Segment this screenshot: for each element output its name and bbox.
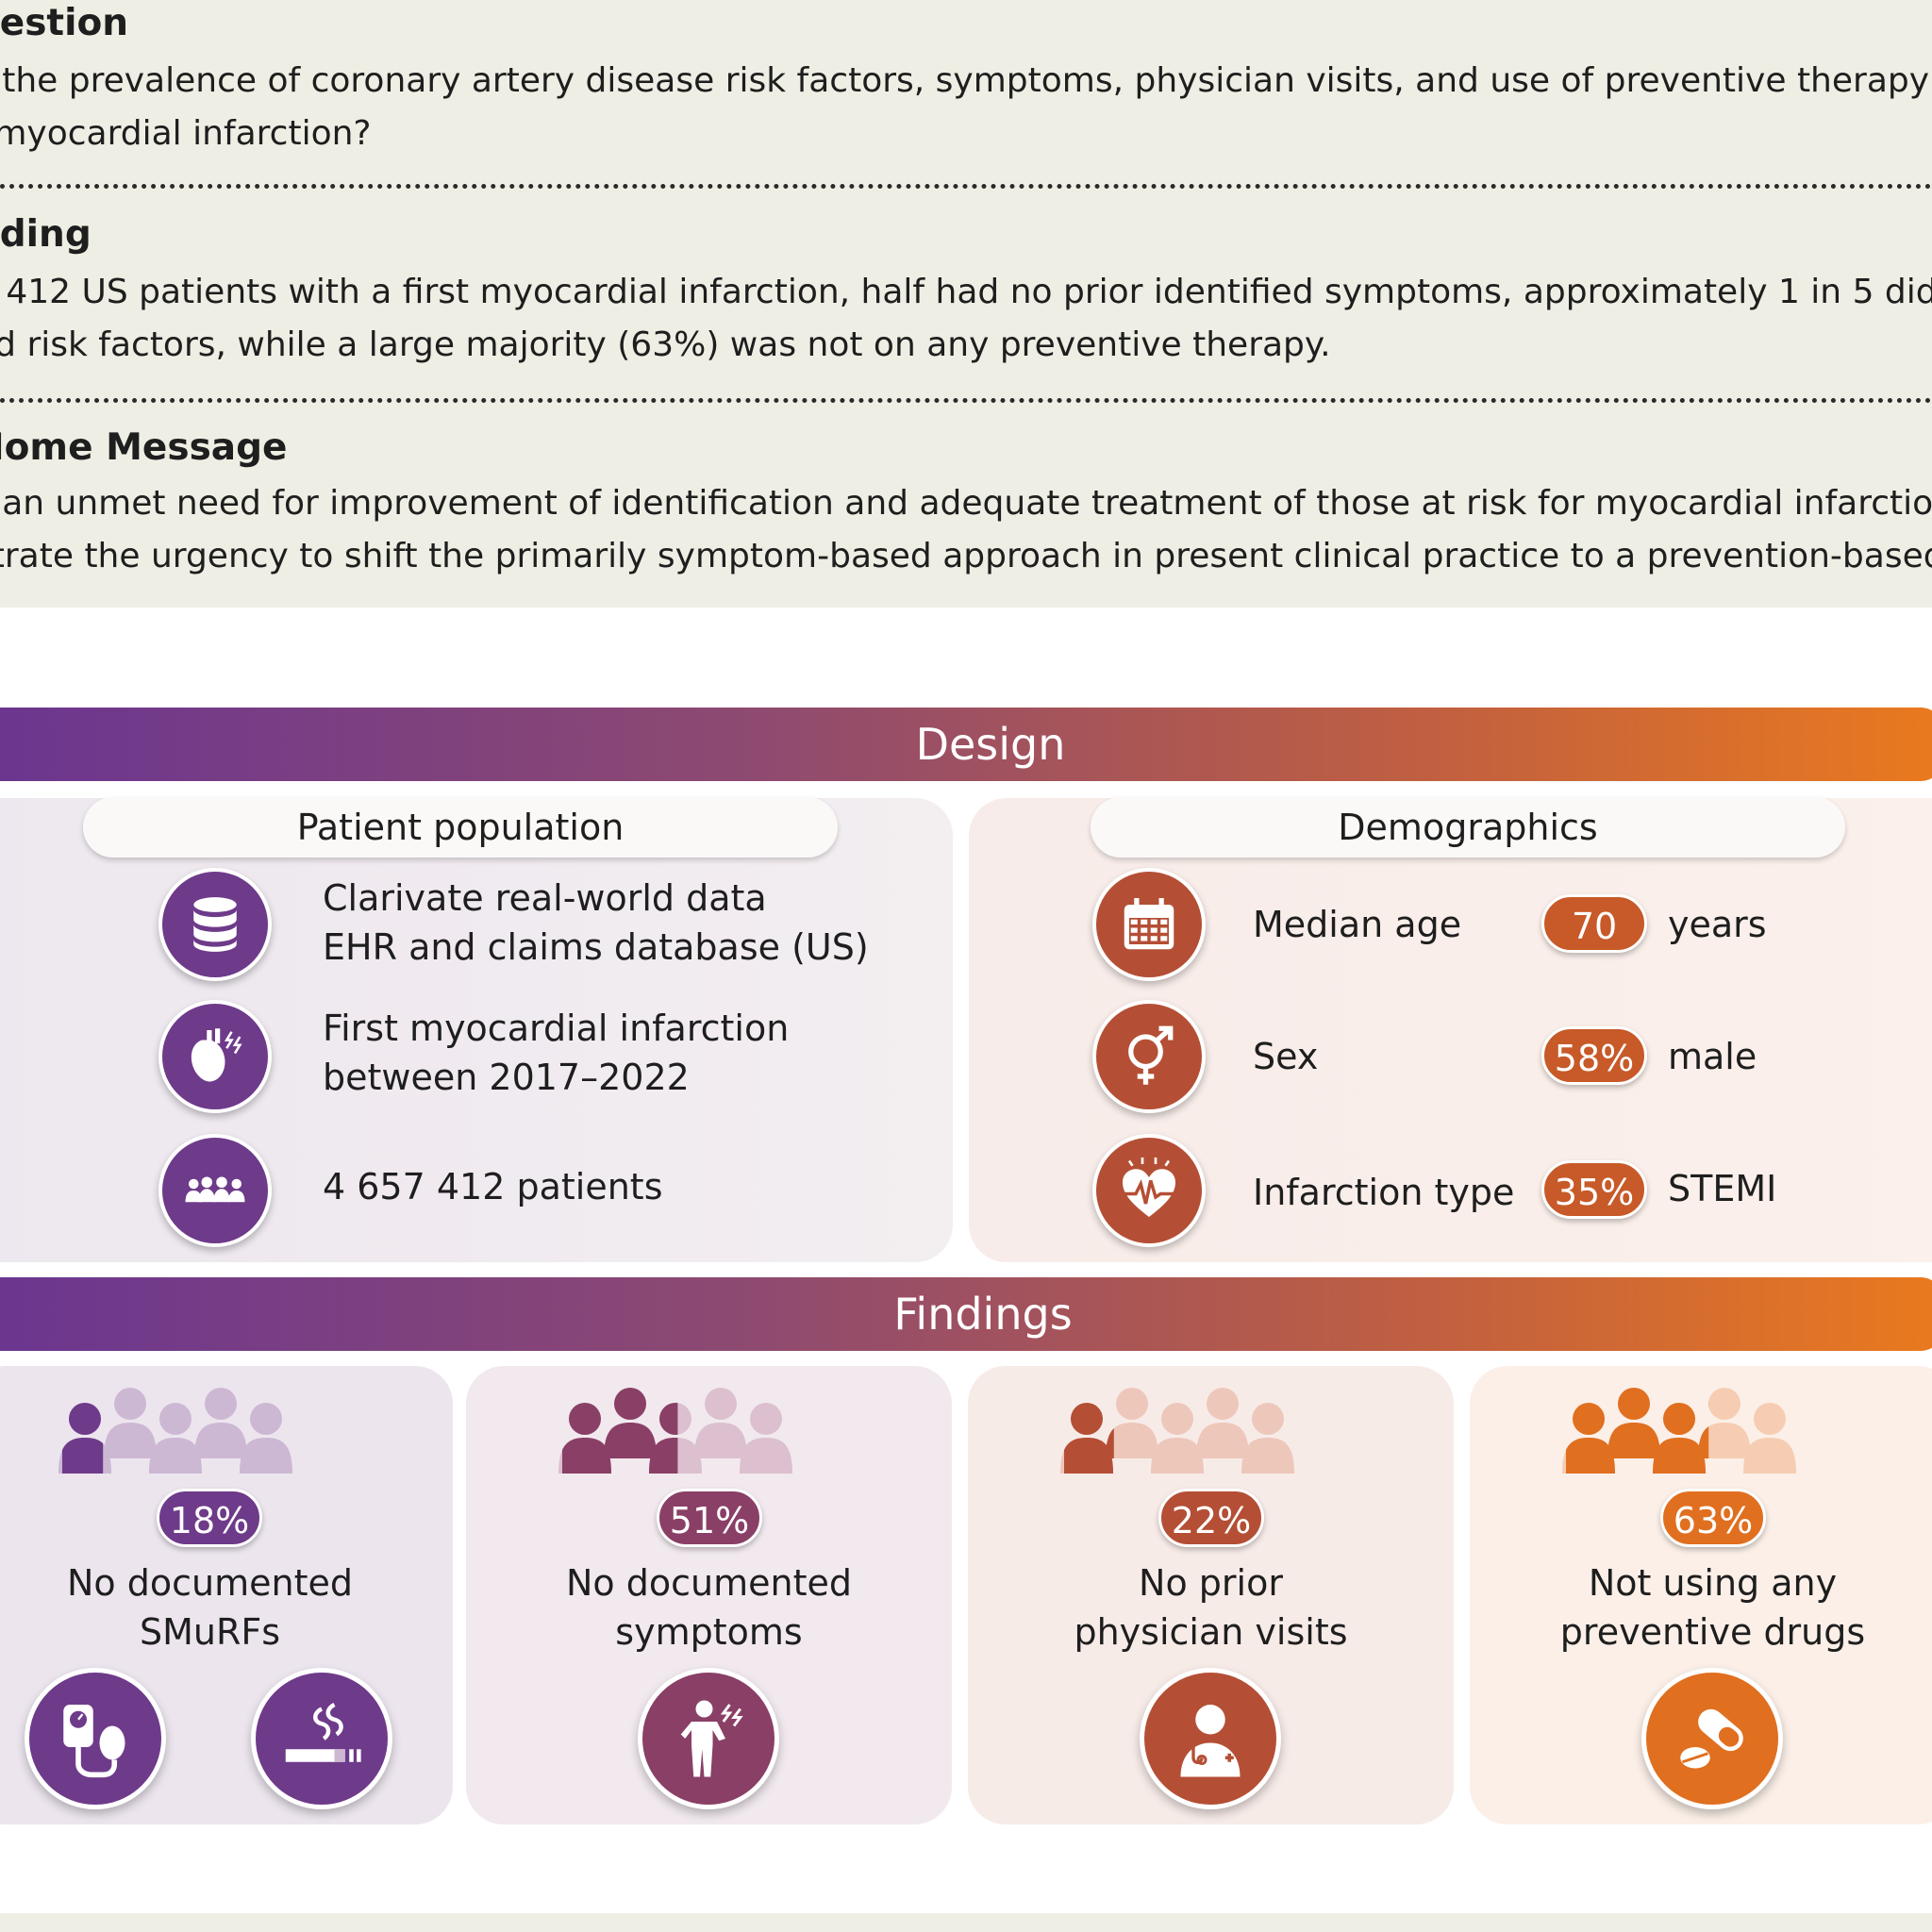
summary-panel: uestion s the prevalence of coronary art… [0,0,1932,608]
person-icon [1698,1388,1751,1458]
person-icon [1566,1403,1615,1474]
people-fraction-18 [58,1388,292,1474]
infarction-type-value-badge: 35% [1541,1160,1647,1219]
finding-label-smurfs: No documented SMuRFs [0,1558,453,1657]
database-icon [158,868,272,981]
question-line-2: ' myocardial infarction? [0,114,372,153]
finding-line-2: preventive drugs [1559,1611,1866,1653]
findings-bar: Findings [0,1277,1932,1351]
finding-line-2: SMuRFs [139,1611,281,1653]
person-icon [1653,1403,1706,1474]
finding-label-drugs: Not using any preventive drugs [1470,1558,1932,1657]
finding-label-symptoms: No documented symptoms [466,1558,952,1657]
calendar-icon [1092,868,1206,981]
person-icon [562,1403,611,1474]
median-age-label: Median age [1253,904,1462,945]
finding-line-1: No documented [566,1562,852,1604]
data-source-line-1: Clarivate real-world data [323,877,767,919]
finding-line-1: No documented [67,1562,353,1604]
cigarette-icon [251,1668,392,1809]
person-icon [104,1388,157,1458]
chest-pain-person-icon [638,1668,779,1809]
person-icon [194,1388,247,1458]
infarction-line-2: between 2017–2022 [323,1057,690,1098]
findings-bar-label: Findings [893,1289,1073,1340]
people-fraction-51 [558,1388,792,1474]
sex-symbol-icon [1092,1000,1206,1113]
infarction-type-label: Infarction type [1253,1172,1515,1213]
finding-line-2: physician visits [1074,1611,1348,1653]
people-fraction-22 [1060,1388,1294,1474]
data-source-line-2: EHR and claims database (US) [323,926,869,968]
divider [0,398,1932,403]
footer-strip [0,1913,1932,1932]
sex-unit: male [1668,1036,1757,1077]
person-icon [1064,1403,1113,1474]
take-home-title: Home Message [0,426,288,469]
take-home-line-2: strate the urgency to shift the primaril… [0,537,1932,575]
finding-line-2: symptoms [615,1611,803,1653]
demographics-heading: Demographics [1091,797,1845,858]
take-home-line-1: s an unmet need for improvement of ident… [0,484,1932,523]
person-icon [240,1403,292,1474]
blood-pressure-monitor-icon [25,1668,166,1809]
person-icon [649,1403,678,1474]
heart-ecg-icon [1092,1134,1206,1247]
finding-line-1: 7 412 US patients with a first myocardia… [0,273,1932,311]
finding-value-badge: 51% [657,1489,762,1547]
infarction-type-unit: STEMI [1668,1168,1777,1209]
patient-count: 4 657 412 patients [323,1166,663,1208]
design-bar: Design [0,708,1932,781]
person-icon [1106,1388,1158,1458]
heart-lightning-icon [158,1000,272,1113]
patient-population-heading: Patient population [83,797,838,858]
question-line-1: s the prevalence of coronary artery dise… [0,61,1932,100]
person-icon [1607,1388,1660,1458]
person-icon [694,1388,747,1458]
doctor-icon [1140,1668,1281,1809]
finding-value-badge: 22% [1158,1489,1264,1547]
person-icon [1151,1403,1204,1474]
person-icon [62,1403,104,1474]
pill-icon [1641,1668,1783,1809]
finding-line-1: Not using any [1588,1562,1838,1604]
person-icon [604,1388,657,1458]
finding-value-badge: 18% [157,1489,262,1547]
person-icon [149,1403,202,1474]
divider [0,184,1932,189]
person-icon [740,1403,792,1474]
person-icon [1743,1403,1796,1474]
question-title: uestion [0,2,128,44]
finding-label-visits: No prior physician visits [968,1558,1454,1657]
person-icon [1241,1403,1294,1474]
design-bar-label: Design [915,719,1066,770]
sex-label: Sex [1253,1036,1319,1077]
finding-line-1: No prior [1139,1562,1283,1604]
infarction-line-1: First myocardial infarction [323,1008,790,1049]
median-age-value-badge: 70 [1541,894,1647,953]
finding-value-badge: 63% [1660,1489,1766,1547]
people-group-icon [158,1134,272,1247]
person-icon [1196,1388,1249,1458]
median-age-unit: years [1668,904,1767,945]
people-fraction-63 [1562,1388,1796,1474]
finding-title: nding [0,213,92,256]
sex-value-badge: 58% [1541,1026,1647,1085]
finding-line-2: ed risk factors, while a large majority … [0,325,1331,364]
